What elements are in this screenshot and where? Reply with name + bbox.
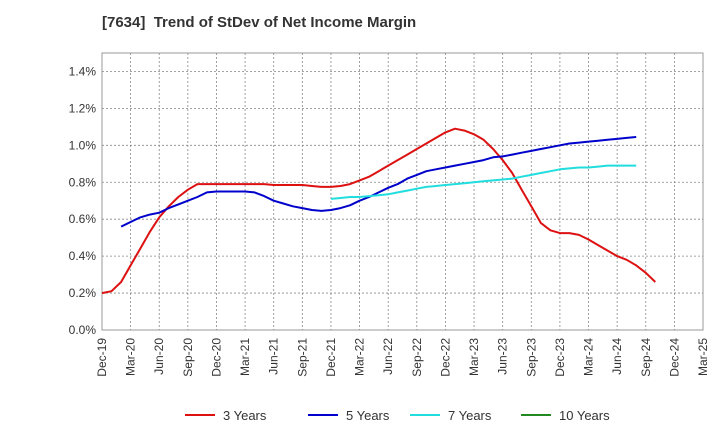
y-tick-label: 0.8% bbox=[69, 175, 97, 189]
x-tick-label: Sep-20 bbox=[181, 338, 195, 377]
x-tick-label: Dec-23 bbox=[553, 338, 567, 377]
x-tick-label: Mar-25 bbox=[696, 338, 710, 376]
x-tick-label: Mar-23 bbox=[467, 338, 481, 376]
series-line-3-years bbox=[101, 127, 656, 295]
y-tick-label: 1.2% bbox=[69, 101, 97, 115]
x-tick-label: Dec-24 bbox=[667, 338, 681, 377]
x-tick-label: Sep-22 bbox=[410, 338, 424, 377]
legend-label: 7 Years bbox=[448, 408, 492, 423]
x-tick-label: Dec-19 bbox=[95, 338, 109, 377]
y-tick-label: 1.4% bbox=[69, 64, 97, 78]
x-tick-label: Dec-22 bbox=[438, 338, 452, 377]
series-line-7-years bbox=[330, 164, 637, 200]
x-tick-label: Sep-23 bbox=[524, 338, 538, 377]
x-tick-label: Mar-24 bbox=[582, 338, 596, 376]
x-tick-label: Jun-23 bbox=[496, 338, 510, 375]
y-tick-label: 0.6% bbox=[69, 212, 97, 226]
x-tick-label: Jun-21 bbox=[267, 338, 281, 375]
legend-label: 10 Years bbox=[559, 408, 610, 423]
chart-title: [7634] Trend of StDev of Net Income Marg… bbox=[102, 14, 417, 31]
x-tick-label: Sep-21 bbox=[295, 338, 309, 377]
legend-label: 3 Years bbox=[223, 408, 267, 423]
x-tick-label: Dec-20 bbox=[209, 338, 223, 377]
y-tick-label: 0.2% bbox=[69, 286, 97, 300]
y-tick-label: 0.4% bbox=[69, 249, 97, 263]
y-tick-label: 1.0% bbox=[69, 138, 97, 152]
x-tick-label: Sep-24 bbox=[639, 338, 653, 377]
y-tick-label: 0.0% bbox=[69, 323, 97, 337]
x-tick-label: Dec-21 bbox=[324, 338, 338, 377]
legend-label: 5 Years bbox=[346, 408, 390, 423]
x-tick-label: Mar-21 bbox=[238, 338, 252, 376]
x-tick-label: Mar-22 bbox=[353, 338, 367, 376]
x-tick-label: Jun-20 bbox=[152, 338, 166, 375]
x-tick-label: Mar-20 bbox=[124, 338, 138, 376]
x-tick-label: Jun-24 bbox=[610, 338, 624, 375]
x-tick-label: Jun-22 bbox=[381, 338, 395, 375]
series-line-5-years bbox=[120, 136, 637, 228]
